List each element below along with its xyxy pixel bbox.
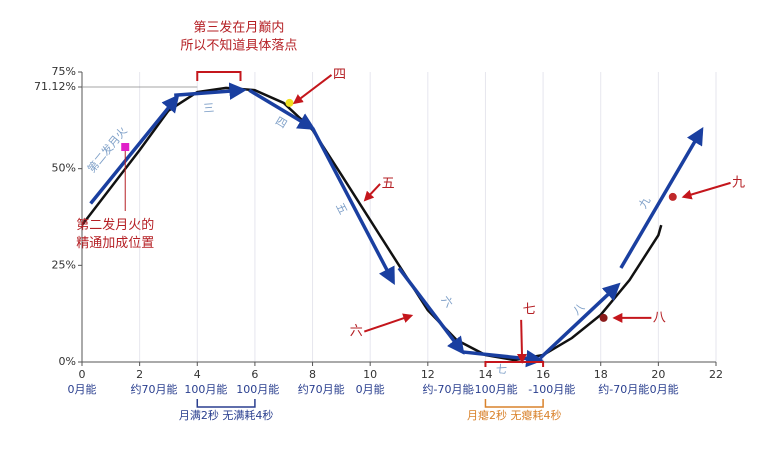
annotation-arrow	[516, 319, 527, 364]
note: 第三发在月巅内	[193, 20, 284, 36]
y-tick-label: 71.12%	[34, 80, 76, 93]
x-tick-label: 2	[136, 368, 143, 381]
x-tick-label: 16	[536, 368, 550, 381]
annotation: 八	[653, 310, 666, 325]
shot-label: 七	[495, 362, 507, 376]
y-tick-label: 0%	[59, 355, 76, 368]
annotation: 四	[333, 67, 346, 82]
y-tick-label: 75%	[52, 65, 76, 78]
shot-label: 六	[439, 293, 456, 310]
energy-label: 约-70月能	[598, 382, 649, 396]
x-tick-label: 6	[251, 368, 258, 381]
energy-label: 0月能	[650, 382, 679, 396]
energy-label: 约70月能	[298, 382, 345, 396]
x-tick-label: 14	[478, 368, 492, 381]
shot-arrow	[619, 126, 704, 269]
shot-arrow	[248, 88, 316, 130]
annotation-arrow	[292, 74, 333, 105]
x-tick-label: 8	[309, 368, 316, 381]
energy-label: 约70月能	[131, 382, 178, 396]
marker	[285, 98, 294, 107]
bracket	[196, 71, 242, 81]
annotation-line-text: 精通加成位置	[76, 236, 154, 251]
range-top	[484, 361, 545, 367]
range-bracket	[484, 399, 544, 408]
y-tick-label: 50%	[52, 162, 76, 175]
x-tick-label: 12	[421, 368, 435, 381]
energy-label: -100月能	[471, 382, 518, 396]
range-label: 月满2秒 无满耗4秒	[179, 408, 274, 422]
marker	[668, 192, 677, 201]
y-tick-label: 25%	[52, 258, 76, 271]
note: 所以不知道具体落点	[180, 38, 297, 54]
range-label: 月瘪2秒 无瘪耗4秒	[467, 408, 562, 422]
shot-arrow	[174, 82, 247, 100]
shot-label: 三	[203, 101, 215, 115]
annotation: 第二发月火的精通加成位置	[76, 217, 154, 251]
x-tick-label: 20	[651, 368, 665, 381]
shot-label: 四	[273, 114, 289, 131]
annotation: 九	[732, 175, 745, 190]
annotation: 六	[350, 324, 363, 339]
shot-arrow	[89, 94, 180, 205]
shot-label: 九	[636, 195, 653, 211]
annotation: 五	[382, 176, 395, 191]
marker	[599, 313, 608, 322]
annotation-line-text: 第二发月火的	[76, 217, 154, 233]
x-tick-label: 22	[709, 368, 723, 381]
x-tick-label: 18	[594, 368, 608, 381]
x-tick-label: 0	[79, 368, 86, 381]
energy-label: 100月能	[236, 382, 279, 396]
annotation: 七	[523, 302, 536, 317]
annotation-arrow	[363, 313, 414, 333]
annotation-arrow	[363, 183, 381, 202]
energy-label: 约-70月能	[423, 382, 474, 396]
x-tick-label: 4	[194, 368, 201, 381]
shot-arrow	[310, 127, 395, 286]
shot-arrow	[462, 349, 544, 368]
curve	[81, 86, 663, 362]
annotation-arrow	[681, 181, 731, 200]
x-tick-label: 10	[363, 368, 377, 381]
range-bracket	[196, 399, 256, 408]
energy-label: -100月能	[528, 382, 575, 396]
shot-label: 五	[333, 201, 350, 217]
energy-label: 0月能	[68, 382, 97, 396]
energy-label: 0月能	[356, 382, 385, 396]
energy-label: 100月能	[184, 382, 227, 396]
shot-arrow	[397, 266, 465, 355]
shot-arrow	[539, 282, 621, 360]
marker	[121, 143, 130, 152]
